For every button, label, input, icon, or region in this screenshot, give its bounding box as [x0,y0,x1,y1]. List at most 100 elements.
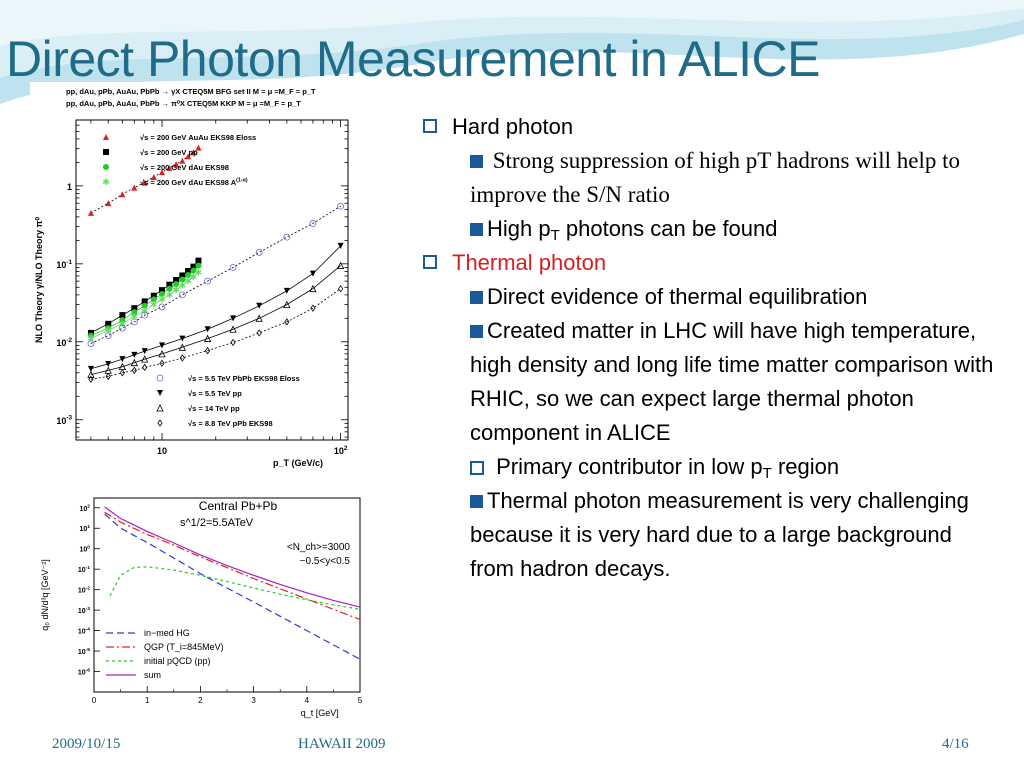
chart1-data-point: ✱ [172,285,180,295]
chart2-annotation-line: s^1/2=5.5ATeV [180,517,254,529]
chart1-legend-top-entry: √s = 200 GeV dAu EKS98 A(1-α) [140,178,248,187]
chart1-data-point [119,191,126,198]
chart1-data-point [159,359,165,367]
chart1-data-point [229,264,237,271]
chart1-data-point [179,354,185,362]
chart1-data-point [87,340,95,347]
chart1-data-point [185,153,192,160]
chart1-data-point [173,161,180,168]
chart1-legend-marker [103,164,109,170]
chart1-data-point [178,291,186,299]
chart1-data-point [88,375,94,384]
chart1-data-point [105,200,112,207]
chart1-legend-marker [157,390,163,396]
chart2-y-tick-label: 10-2 [78,585,90,594]
chart1-data-point [338,284,344,293]
chart1-frame [75,119,349,441]
chart1-data-point [119,317,126,324]
chart2-y-tick-label: 100 [79,545,90,554]
chart1-data-point [178,343,186,351]
chart1-data-point [141,302,148,309]
chart1-data-point [130,318,138,326]
thermal-spectrum-plot: 102 101 100 10-1 10-2 10-3 10-4 10-5 10-6 0 1 2 3 4 5 q… [30,488,376,720]
chart1-data-point [256,329,262,337]
chart1-data-point [87,370,95,378]
chart1-data-point [195,262,202,269]
chart1-data-point [283,300,291,309]
chart1-data-point [118,324,126,332]
chart1-data-point: ✱ [166,290,174,300]
chart2-x-tick-label: 1 [145,696,150,705]
chart1-data-point [185,271,192,278]
chart1-legend-bottom-entry: √s = 5.5 TeV PbPb EKS98 Eloss [188,374,300,383]
chart1-series-7 [88,284,344,384]
chart1-y-tick-label: 10-3 [56,415,72,426]
chart1-data-point [87,332,94,339]
chart1-data-point [179,157,186,164]
chart1-data-point [141,298,148,305]
chart1-series-3: ✱✱✱✱✱✱✱ ✱ ✱✱✱✱✱ [87,267,202,343]
chart1-data-point [130,358,138,367]
hollow-square-bullet-icon [423,255,437,269]
chart1-series-line [90,288,341,380]
chart2-y-axis-label: q₀ dN/d³q [GeV⁻²] [40,559,50,631]
hollow-square-bullet-icon [470,461,484,475]
chart2-y-tick-label: 10-6 [78,667,90,676]
chart1-data-point [204,277,211,285]
chart1-legend-marker [103,149,109,155]
chart1-data-point [337,242,344,249]
hollow-square-bullet-icon [423,119,437,133]
chart1-data-point [185,267,192,274]
chart1-data-point [256,302,263,309]
chart1-data-point: ✱ [179,280,187,290]
chart1-data-point [166,164,173,171]
sub-bullet-measurement-challenging: Thermal photon measurement is very chall… [470,488,969,581]
chart1-data-point [309,220,317,227]
chart2-x-tick-label: 5 [358,696,363,705]
chart2-legend-entry: initial pQCD (pp) [144,656,211,666]
chart2-y-tick-label: 10-1 [78,565,90,574]
chart1-series-0 [87,144,202,216]
background-wave [0,0,1024,104]
sub-bullet-high-pt: High pT photons can be found [470,212,1000,246]
chart1-legend-marker [103,134,109,140]
chart1-data-point [190,263,197,270]
chart1-data-point [158,169,165,176]
chart1-data-point [310,304,316,312]
chart1-data-point [255,314,263,322]
chart1-data-point [131,366,137,375]
chart1-data-point [337,202,345,210]
chart1-data-point: ✱ [184,276,192,286]
chart1-data-point: ✱ [131,312,139,322]
chart1-y-axis-label: NLO Theory γ/NLO Theory π⁰ [34,217,44,343]
chart1-x-axis-label: p_T (GeV/c) [273,458,323,468]
chart1-data-point [205,346,211,355]
chart2-x-tick-label: 0 [92,696,97,705]
chart2-legend-entry: in−med HG [144,628,190,638]
chart2-series-line-2 [109,566,361,610]
chart2-y-tick-label: 10-4 [78,626,90,635]
photon-ratio-plot: pp, dAu, pPb, AuAu, PbPb → γX CTEQ5M BFG… [30,82,376,474]
chart1-data-point [255,249,263,256]
chart2-annotation-line: <N_ch>=3000 [287,542,351,553]
chart1-data-point: ✱ [87,334,95,344]
chart1-legend-top-entry: √s = 200 GeV dAu EKS98 [140,163,229,172]
chart1-data-point [179,272,186,279]
chart1-data-point [104,332,112,340]
chart1-data-point [105,320,112,327]
chart1-data-point: ✱ [141,306,149,316]
chart2-legend-entry: sum [144,670,161,680]
chart1-data-point [158,349,166,358]
chart2-x-tick-label: 3 [251,696,256,705]
chart1-data-point [229,325,237,333]
chart1-data-point [283,233,291,241]
chart1-legend-marker [156,404,164,412]
sub-bullet-created-matter: Created matter in LHC will have high tem… [470,318,994,445]
chart1-data-point [119,369,125,377]
thermal-spectrum-plot-svg: 102 101 100 10-1 10-2 10-3 10-4 10-5 10-6 0 1 2 3 4 5 q… [40,497,363,718]
chart2-x-tick-label: 4 [305,696,310,705]
bullet-thermal-photon: Thermal photon [420,246,1000,280]
chart2-y-tick-label: 102 [79,504,90,513]
chart1-legend-marker [156,374,164,382]
chart1-series-line [90,205,341,344]
